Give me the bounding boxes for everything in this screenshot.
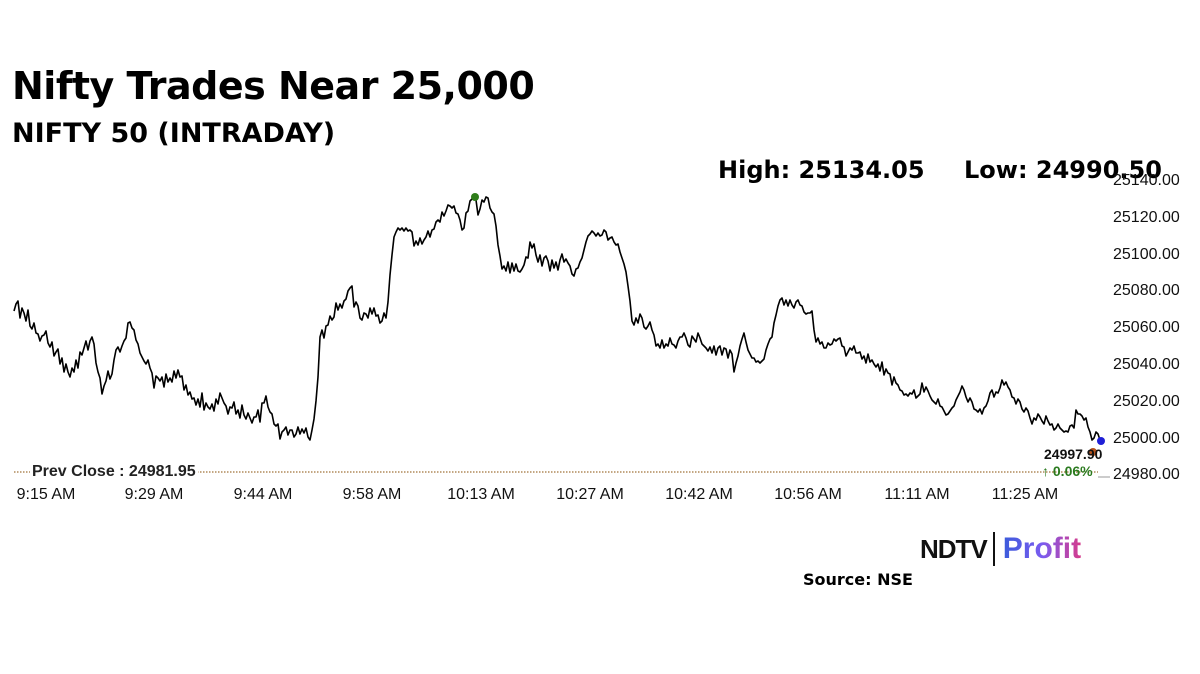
- logo-divider: [992, 532, 995, 566]
- chart-title: Nifty Trades Near 25,000: [12, 64, 535, 108]
- y-tick: 25080.00: [1113, 282, 1180, 299]
- x-tick: 9:15 AM: [16, 486, 76, 503]
- y-tick: 25120.00: [1113, 209, 1180, 226]
- y-tick: 25060.00: [1113, 319, 1180, 336]
- x-tick: 9:58 AM: [342, 486, 402, 503]
- x-tick: 10:56 AM: [774, 486, 842, 503]
- x-tick: 10:13 AM: [447, 486, 515, 503]
- y-tick: 25100.00: [1113, 246, 1180, 263]
- high-value: High: 25134.05: [718, 156, 925, 184]
- prev-close-label: Prev Close : 24981.95: [30, 463, 198, 481]
- x-tick: 11:11 AM: [884, 486, 950, 503]
- high-marker: [471, 193, 479, 201]
- x-tick: 10:27 AM: [556, 486, 624, 503]
- x-tick: 10:42 AM: [665, 486, 733, 503]
- ndtv-profit-logo: NDTV Profit: [920, 532, 1081, 566]
- low-value: Low: 24990.50: [964, 156, 1162, 184]
- price-line: [13, 196, 1103, 442]
- x-tick: 11:25 AM: [991, 486, 1059, 503]
- x-tick: 9:29 AM: [124, 486, 184, 503]
- chart-subtitle: NIFTY 50 (INTRADAY): [12, 118, 336, 149]
- brand-ndtv: NDTV: [920, 533, 988, 564]
- last-marker: [1097, 437, 1105, 445]
- y-tick: 25040.00: [1113, 356, 1180, 373]
- change-percent: ↑ 0.06%: [1042, 463, 1093, 479]
- x-tick: 9:44 AM: [233, 486, 293, 503]
- y-tick: 25140.00: [1113, 172, 1180, 189]
- y-tick: 24980.00: [1113, 466, 1180, 483]
- y-tick: 25000.00: [1113, 430, 1180, 447]
- source-label: Source: NSE: [803, 570, 913, 589]
- last-value-label: 24997.90: [1044, 446, 1103, 462]
- brand-profit: Profit: [1002, 532, 1082, 565]
- low-marker: [1089, 448, 1097, 456]
- y-tick: 25020.00: [1113, 393, 1180, 410]
